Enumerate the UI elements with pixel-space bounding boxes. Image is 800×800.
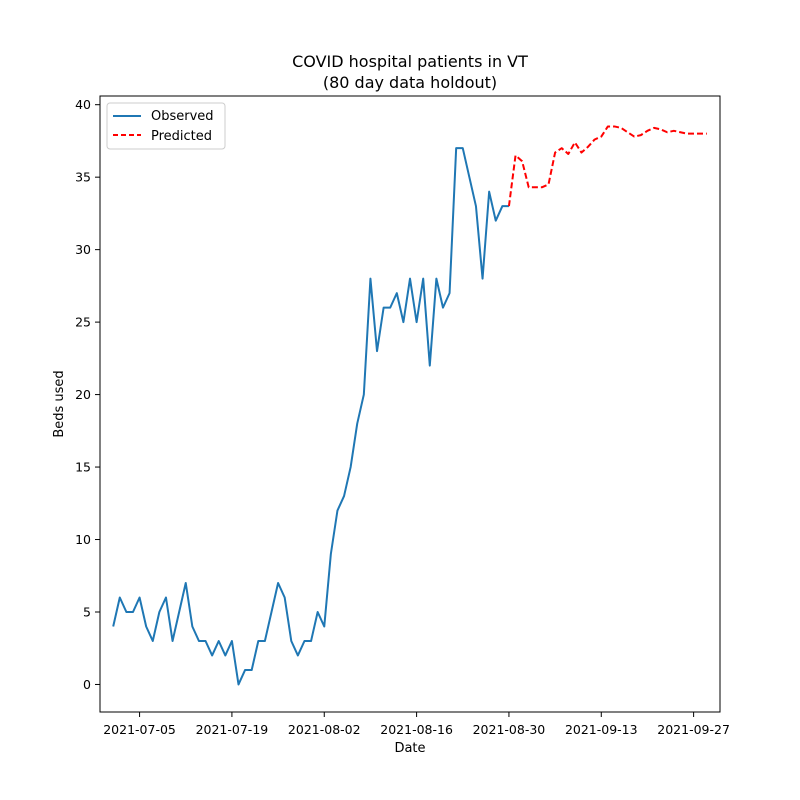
series-layer — [112, 125, 707, 686]
y-axis-label: Beds used — [52, 370, 67, 437]
y-tick-label: 25 — [75, 315, 91, 330]
x-axis-label: Date — [394, 741, 425, 756]
y-tick-label: 0 — [83, 677, 91, 692]
y-tick-label: 10 — [75, 532, 91, 547]
y-tick-label: 30 — [75, 242, 91, 257]
legend: Observed Predicted — [106, 102, 226, 150]
series-line-observed — [112, 147, 509, 686]
chart-subtitle: (80 day data holdout) — [323, 73, 497, 92]
y-tick-label: 40 — [75, 97, 91, 112]
legend-box — [106, 102, 226, 150]
x-tick-label: 2021-08-16 — [380, 722, 453, 737]
plot-area: 2021-07-05 2021-07-19 2021-08-02 2021-08-16… — [75, 95, 730, 737]
legend-label-predicted: Predicted — [151, 129, 212, 144]
series-line-predicted — [507, 125, 707, 207]
x-tick-label: 2021-07-19 — [196, 722, 269, 737]
x-tick-label: 2021-08-02 — [288, 722, 361, 737]
x-tick-label: 2021-07-05 — [103, 722, 176, 737]
x-axis-ticks: 2021-07-05 2021-07-19 2021-08-02 2021-08-16… — [103, 712, 730, 737]
plot-frame — [99, 95, 721, 713]
x-tick-label: 2021-08-30 — [473, 722, 546, 737]
chart-title: COVID hospital patients in VT — [292, 52, 528, 71]
x-tick-label: 2021-09-27 — [657, 722, 730, 737]
y-axis-ticks: 0 5 10 15 20 25 30 35 40 — [75, 97, 100, 692]
x-tick-label: 2021-09-13 — [565, 722, 638, 737]
y-tick-label: 20 — [75, 387, 91, 402]
y-tick-label: 5 — [83, 604, 91, 619]
y-tick-label: 35 — [75, 170, 91, 185]
y-tick-label: 15 — [75, 460, 91, 475]
legend-label-observed: Observed — [151, 109, 214, 124]
